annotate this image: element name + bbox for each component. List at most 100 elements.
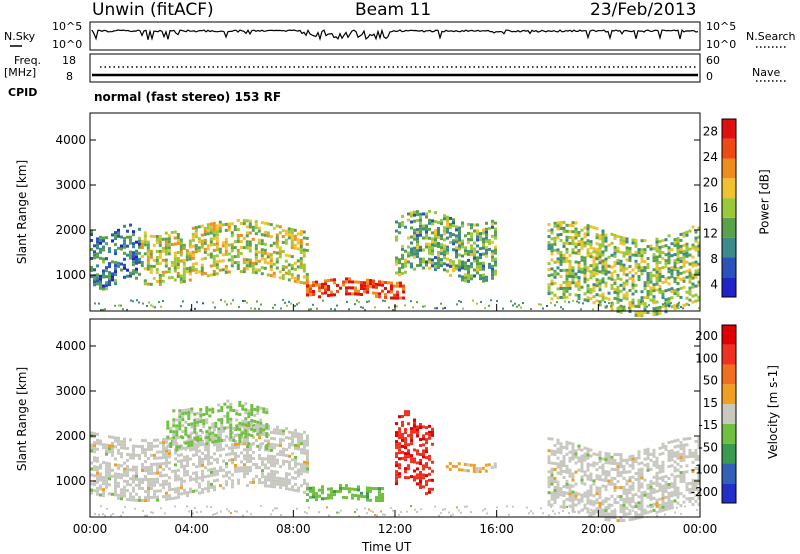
heat-cell — [425, 465, 428, 469]
heat-cell — [547, 283, 551, 287]
heat-cell — [580, 454, 584, 458]
heat-cell — [354, 286, 357, 290]
heat-cell — [209, 255, 213, 259]
heat-cell — [282, 438, 285, 442]
heat-cell — [360, 494, 363, 498]
heat-cell — [428, 266, 431, 270]
heat-cell — [275, 242, 279, 246]
heat-cell — [237, 454, 240, 458]
ground-scatter-cell — [366, 300, 368, 303]
heat-cell — [691, 261, 695, 265]
heat-cell — [547, 476, 551, 480]
heat-cell — [132, 444, 135, 448]
heat-cell — [688, 497, 692, 500]
heat-cell — [458, 229, 461, 233]
heat-cell — [123, 479, 126, 483]
heat-cell — [132, 263, 135, 267]
heat-cell — [249, 457, 252, 460]
heat-cell — [419, 477, 422, 480]
heat-cell — [646, 468, 650, 472]
heat-cell — [616, 273, 620, 277]
heat-cell — [631, 286, 635, 290]
heat-cell — [176, 233, 180, 236]
heat-cell — [577, 267, 581, 270]
heat-cell — [404, 270, 407, 274]
heat-cell — [108, 247, 111, 251]
heat-cell — [601, 232, 605, 236]
heat-cell — [553, 486, 557, 489]
heat-cell — [210, 467, 213, 471]
ground-scatter-cell — [220, 510, 222, 513]
nsearch-tick-top: 10^5 — [706, 20, 737, 33]
heat-cell — [673, 238, 677, 242]
heat-cell — [372, 291, 375, 295]
heat-cell — [595, 248, 599, 252]
heat-cell — [694, 484, 698, 488]
heat-cell — [254, 220, 258, 224]
heat-cell — [261, 475, 264, 479]
heat-cell — [589, 454, 593, 458]
heat-cell — [156, 465, 159, 469]
heat-cell — [601, 298, 605, 302]
heat-cell — [419, 224, 422, 228]
heat-cell — [165, 464, 168, 468]
heat-cell — [138, 444, 141, 448]
heat-cell — [482, 261, 485, 265]
heat-cell — [628, 488, 632, 492]
heat-cell — [470, 235, 473, 239]
heat-cell — [375, 294, 378, 298]
heat-cell — [279, 429, 282, 433]
heat-cell — [592, 265, 596, 269]
heat-cell — [120, 491, 123, 495]
heat-cell — [238, 403, 242, 407]
heat-cell — [172, 421, 176, 425]
heat-cell — [446, 218, 449, 222]
heat-cell — [395, 235, 398, 239]
heat-cell — [202, 425, 206, 429]
heat-cell — [290, 264, 294, 268]
heat-cell — [215, 227, 219, 231]
heat-cell — [176, 272, 180, 275]
heat-cell — [123, 437, 126, 441]
heat-cell — [586, 239, 590, 243]
ground-scatter-cell — [676, 506, 678, 509]
heat-cell — [248, 243, 252, 247]
heat-cell — [253, 407, 257, 411]
heat-cell — [401, 214, 404, 218]
heat-cell — [652, 454, 656, 458]
heat-cell — [631, 454, 635, 458]
heat-cell — [117, 436, 120, 440]
heat-cell — [207, 480, 210, 484]
heat-cell — [619, 298, 623, 302]
heat-cell — [330, 490, 333, 494]
heat-cell — [303, 463, 306, 467]
heat-cell — [354, 494, 357, 497]
heat-cell — [114, 457, 117, 461]
ground-scatter-cell — [312, 303, 314, 306]
heat-cell — [193, 442, 197, 446]
heat-cell — [622, 509, 626, 513]
heat-cell — [428, 257, 431, 261]
heat-cell — [592, 226, 596, 230]
heat-cell — [198, 455, 201, 459]
heat-cell — [565, 283, 569, 287]
heat-cell — [220, 421, 224, 424]
heat-cell — [622, 263, 626, 267]
heat-cell — [580, 228, 584, 232]
heat-cell — [108, 435, 111, 439]
heat-cell — [212, 269, 216, 273]
heat-cell — [99, 277, 102, 281]
heat-cell — [598, 510, 602, 514]
ground-scatter-cell — [174, 505, 176, 508]
heat-cell — [616, 261, 620, 265]
heat-cell — [149, 255, 153, 259]
heat-cell — [318, 286, 321, 290]
heat-cell — [679, 247, 683, 251]
ground-scatter-cell — [214, 306, 216, 309]
heat-cell — [306, 437, 309, 441]
heat-cell — [664, 304, 668, 308]
heat-cell — [407, 212, 410, 216]
heat-cell — [178, 421, 182, 425]
heat-cell — [649, 271, 653, 275]
heat-cell — [547, 262, 551, 266]
